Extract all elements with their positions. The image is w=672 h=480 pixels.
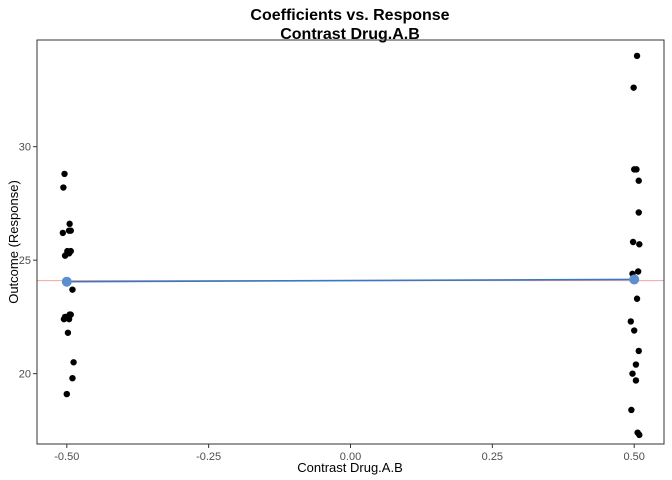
y-tick-label-2: 30	[19, 142, 31, 154]
group-mean-point-0	[61, 276, 72, 287]
data-point-16	[65, 315, 73, 323]
data-point-35	[635, 347, 642, 355]
y-axis: 20 25 30	[19, 142, 37, 381]
data-point-41	[636, 431, 643, 439]
data-point-2	[66, 220, 73, 228]
data-point-36	[632, 361, 640, 368]
x-tick-label-4: 0.50	[623, 451, 644, 463]
data-point-25	[635, 177, 642, 184]
data-point-18	[70, 359, 77, 366]
x-axis: -0.50 -0.25 0.00 0.25 0.50	[54, 444, 645, 463]
x-tick-label-2: 0.00	[340, 451, 361, 463]
data-point-9	[65, 250, 73, 257]
data-point-0	[61, 170, 68, 178]
data-point-24	[633, 166, 640, 173]
data-point-26	[635, 209, 642, 216]
data-point-34	[631, 327, 638, 334]
data-point-37	[629, 370, 636, 377]
data-point-22	[630, 84, 637, 91]
data-point-39	[628, 406, 635, 414]
data-point-27	[629, 238, 637, 246]
panel-border	[36, 39, 665, 445]
data-point-17	[64, 329, 72, 336]
fit-line	[66, 278, 635, 283]
data-point-15	[60, 315, 68, 323]
data-point-1	[60, 184, 67, 191]
chart-subtitle: Contrast Drug.A.B	[280, 26, 420, 43]
data-point-10	[69, 286, 76, 293]
data-point-21	[633, 52, 641, 60]
x-tick-label-1: -0.25	[196, 451, 221, 463]
data-point-4	[67, 227, 74, 234]
data-point-38	[632, 377, 640, 384]
data-point-19	[69, 374, 76, 382]
x-axis-title: Contrast Drug.A.B	[297, 460, 403, 475]
data-point-32	[633, 295, 641, 302]
data-point-20	[63, 390, 70, 398]
y-tick-label-0: 20	[19, 369, 31, 381]
plot-area	[37, 52, 664, 439]
data-point-29	[634, 268, 642, 275]
y-axis-title: Outcome (Response)	[6, 180, 21, 304]
data-point-33	[627, 318, 635, 325]
data-point-5	[59, 229, 67, 237]
y-tick-label-1: 25	[19, 255, 31, 267]
x-tick-label-3: 0.25	[482, 451, 503, 463]
group-mean-point-1	[629, 274, 640, 285]
chart-title: Coefficients vs. Response	[250, 7, 449, 24]
data-point-28	[636, 241, 643, 248]
x-tick-label-0: -0.50	[54, 451, 79, 463]
